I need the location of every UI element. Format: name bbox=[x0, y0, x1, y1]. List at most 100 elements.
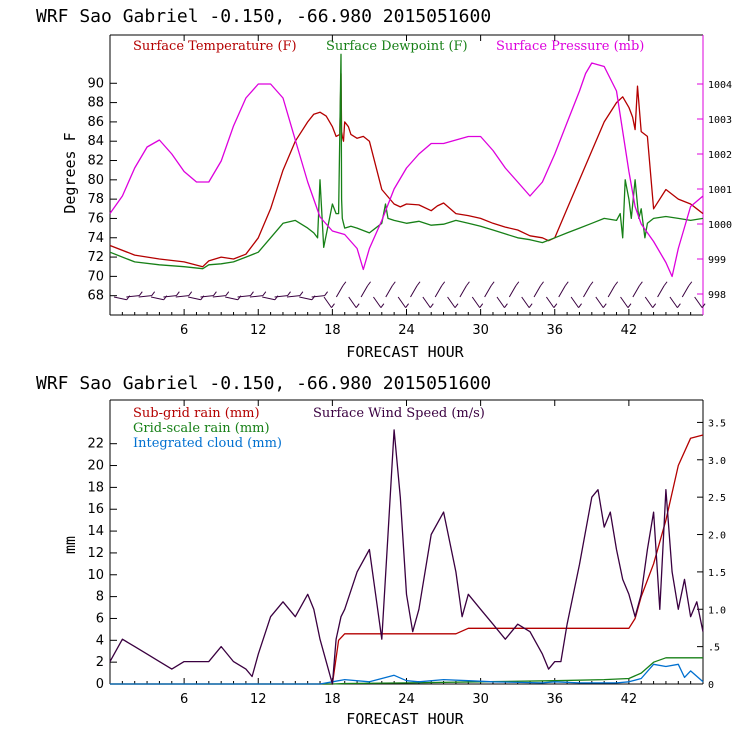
top-chart-xlabel: FORECAST HOUR bbox=[346, 343, 464, 361]
wind-barb-flag bbox=[663, 281, 668, 287]
wind-barb bbox=[694, 296, 703, 308]
wind-barb-flag bbox=[627, 303, 632, 308]
wind-barb bbox=[237, 295, 251, 298]
bottom-ytick-label: 0 bbox=[96, 677, 104, 692]
wind-barb bbox=[570, 296, 579, 308]
wind-barb bbox=[422, 296, 431, 308]
bottom-ytick-label: 12 bbox=[87, 546, 104, 561]
wind-barb-flag bbox=[540, 281, 544, 287]
wind-barb bbox=[607, 285, 616, 298]
bottom-rtick-label: 2.0 bbox=[708, 531, 726, 542]
top-ytick-label: 76 bbox=[87, 211, 104, 226]
bottom-ytick-label: 8 bbox=[96, 590, 104, 605]
top-ytick-label: 86 bbox=[87, 115, 104, 130]
wind-barb bbox=[200, 295, 214, 298]
top-ytick-label: 80 bbox=[87, 173, 104, 188]
wind-barb bbox=[644, 296, 654, 308]
top-ytick-label: 82 bbox=[87, 154, 104, 169]
top-xtick-label: 24 bbox=[398, 323, 415, 338]
wind-barb-flag bbox=[553, 303, 558, 308]
wind-barb bbox=[484, 285, 492, 298]
bottom-ytick-label: 6 bbox=[96, 611, 104, 626]
wind-barb-flag bbox=[441, 281, 446, 287]
wind-barb-flag bbox=[287, 291, 291, 296]
top-ytick-label: 72 bbox=[87, 250, 104, 265]
bottom-xtick-label: 12 bbox=[250, 692, 267, 707]
wind-barb-flag bbox=[416, 281, 421, 287]
wind-barb bbox=[632, 285, 640, 298]
bottom-chart-ylabel: mm bbox=[61, 536, 79, 554]
bottom-ytick-label: 14 bbox=[87, 524, 104, 539]
wind-barb-flag bbox=[213, 291, 217, 296]
legend-integrated-cloud: Integrated cloud (mm) bbox=[133, 436, 282, 451]
top-rtick-label: 1002 bbox=[708, 150, 732, 161]
wind-barb bbox=[348, 296, 357, 308]
wind-barb-flag bbox=[638, 281, 643, 287]
wind-barb bbox=[471, 296, 481, 308]
wind-barb bbox=[397, 296, 407, 308]
wind-barb-flag bbox=[367, 281, 371, 287]
legend-surface-dewpoint: Surface Dewpoint (F) bbox=[326, 39, 468, 54]
wind-barb bbox=[447, 296, 456, 308]
wind-barb-flag bbox=[391, 281, 396, 287]
wind-barb-flag bbox=[454, 303, 459, 308]
top-chart-ylabel: Degrees F bbox=[61, 132, 79, 213]
wind-barb bbox=[558, 285, 566, 298]
bottom-ytick-label: 22 bbox=[87, 437, 104, 452]
top-rtick-label: 999 bbox=[708, 255, 726, 266]
legend-surface-pressure: Surface Pressure (mb) bbox=[496, 39, 644, 54]
wind-barb-flag bbox=[688, 281, 693, 287]
legend-grid-scale-rain: Grid-scale rain (mm) bbox=[133, 421, 270, 436]
legend-surface-temperature: Surface Temperature (F) bbox=[133, 39, 297, 54]
bottom-xtick-label: 42 bbox=[621, 692, 638, 707]
wind-barb-flag bbox=[490, 281, 495, 287]
wind-barb-flag bbox=[355, 303, 360, 308]
bottom-chart-title: WRF Sao Gabriel -0.150, -66.980 20150516… bbox=[36, 373, 491, 394]
top-xtick-label: 18 bbox=[324, 323, 341, 338]
top-xtick-label: 30 bbox=[472, 323, 489, 338]
top-chart-title: WRF Sao Gabriel -0.150, -66.980 20150516… bbox=[36, 6, 491, 27]
wind-barb-flag bbox=[589, 281, 594, 287]
wind-barb bbox=[496, 296, 505, 308]
bottom-rtick-label: 0 bbox=[708, 680, 714, 691]
wind-barb bbox=[385, 285, 393, 298]
wind-barb-flag bbox=[578, 303, 582, 308]
wind-barb bbox=[138, 295, 152, 298]
legend-sub-grid-rain: Sub-grid rain (mm) bbox=[133, 406, 260, 421]
wind-barb-flag bbox=[564, 281, 569, 287]
top-rtick-label: 998 bbox=[708, 290, 726, 301]
bottom-xtick-label: 6 bbox=[180, 692, 188, 707]
wind-barb bbox=[533, 285, 541, 298]
bottom-ytick-label: 4 bbox=[96, 633, 104, 648]
bottom-rtick-label: 3.0 bbox=[708, 456, 726, 467]
top-ytick-label: 88 bbox=[87, 96, 104, 111]
bottom-xtick-label: 30 bbox=[472, 692, 489, 707]
wind-barb bbox=[583, 285, 591, 298]
wind-barb bbox=[286, 295, 300, 298]
wind-barb bbox=[274, 295, 288, 298]
bottom-rtick-label: 1.5 bbox=[708, 568, 726, 579]
wind-barb bbox=[595, 296, 604, 308]
wind-barb-flag bbox=[652, 303, 657, 308]
wind-barb-flag bbox=[342, 281, 347, 287]
top-rtick-label: 1000 bbox=[708, 220, 732, 231]
bottom-series-grid-scale-rain bbox=[110, 657, 703, 685]
bottom-series-sub-grid-rain bbox=[110, 434, 704, 685]
wind-barb bbox=[669, 296, 678, 308]
top-rtick-label: 1004 bbox=[708, 80, 732, 91]
wind-barb bbox=[126, 295, 140, 298]
bottom-ytick-label: 10 bbox=[87, 568, 104, 583]
bottom-ytick-label: 20 bbox=[87, 459, 104, 474]
bottom-ytick-label: 18 bbox=[87, 480, 104, 495]
top-ytick-label: 78 bbox=[87, 192, 104, 207]
top-series-surface-dewpoint bbox=[109, 53, 704, 270]
wind-barb-flag bbox=[479, 303, 484, 308]
top-series-surface-pressure bbox=[109, 62, 704, 278]
wind-barb bbox=[681, 285, 690, 298]
wind-barb bbox=[459, 285, 467, 298]
top-xtick-label: 6 bbox=[180, 323, 188, 338]
wind-barb bbox=[521, 296, 530, 308]
wind-barb bbox=[175, 295, 189, 298]
wind-barb-flag bbox=[602, 303, 607, 308]
